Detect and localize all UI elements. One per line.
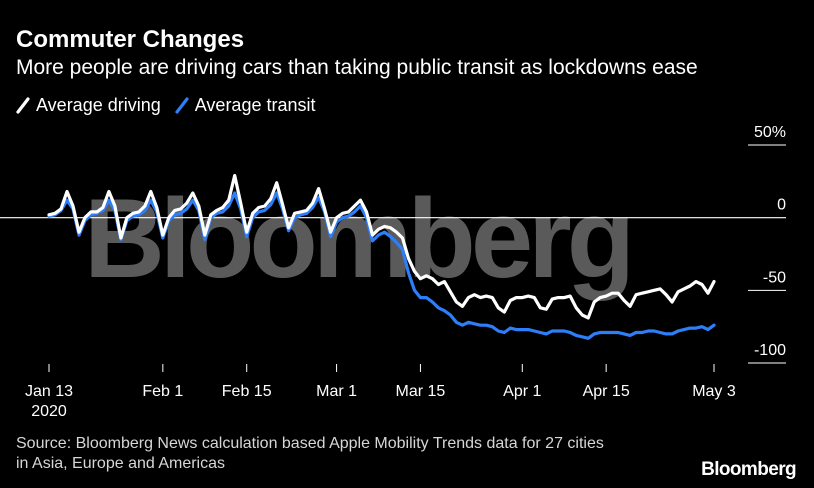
x-tick-label: Feb 15 bbox=[222, 383, 272, 400]
x-tick-label: Feb 1 bbox=[142, 383, 183, 400]
series-group bbox=[47, 173, 716, 340]
x-tick-label: Mar 15 bbox=[396, 383, 446, 400]
legend-item-transit: Average transit bbox=[175, 95, 316, 116]
y-tick-label: 50% bbox=[754, 124, 786, 141]
x-tick-label: Apr 1 bbox=[503, 383, 541, 400]
legend-swatch-transit bbox=[175, 97, 189, 114]
x-tick-sublabel: 2020 bbox=[31, 403, 67, 420]
series-line-average-driving bbox=[47, 173, 716, 320]
source-line-2: in Asia, Europe and Americas bbox=[16, 455, 226, 472]
x-tick-label: May 3 bbox=[692, 383, 736, 400]
legend-swatch-transit-line bbox=[175, 97, 189, 114]
y-axis-ticks: 50% 0 -50 -100 bbox=[754, 124, 786, 359]
chart-subtitle: More people are driving cars than taking… bbox=[16, 56, 698, 79]
source-line-1: Source: Bloomberg News calculation based… bbox=[16, 435, 604, 452]
chart-title: Commuter Changes bbox=[16, 26, 245, 53]
bloomberg-logo: Bloomberg bbox=[701, 459, 796, 480]
x-tick-label: Apr 15 bbox=[583, 383, 630, 400]
legend-label-driving: Average driving bbox=[36, 94, 161, 115]
legend-swatch-driving bbox=[16, 97, 30, 114]
x-axis: Jan 13 2020 Feb 1 Feb 15 Mar 1 Mar 15 Apr 1 Apr… bbox=[25, 364, 736, 420]
y-tick-label: 0 bbox=[777, 197, 786, 214]
watermark-text: Bloomberg bbox=[84, 176, 630, 301]
y-tick-label: -100 bbox=[754, 342, 786, 359]
y-tick-label: -50 bbox=[763, 269, 786, 286]
x-tick-label: Mar 1 bbox=[316, 383, 357, 400]
legend-swatch-driving-line bbox=[16, 97, 30, 114]
source-note: Source: Bloomberg News calculation based… bbox=[16, 434, 604, 474]
legend-label-transit: Average transit bbox=[194, 94, 316, 115]
x-tick-label: Jan 13 bbox=[25, 383, 73, 400]
legend-item-driving: Average driving bbox=[16, 95, 161, 116]
legend: Average driving Average transit bbox=[16, 93, 330, 117]
